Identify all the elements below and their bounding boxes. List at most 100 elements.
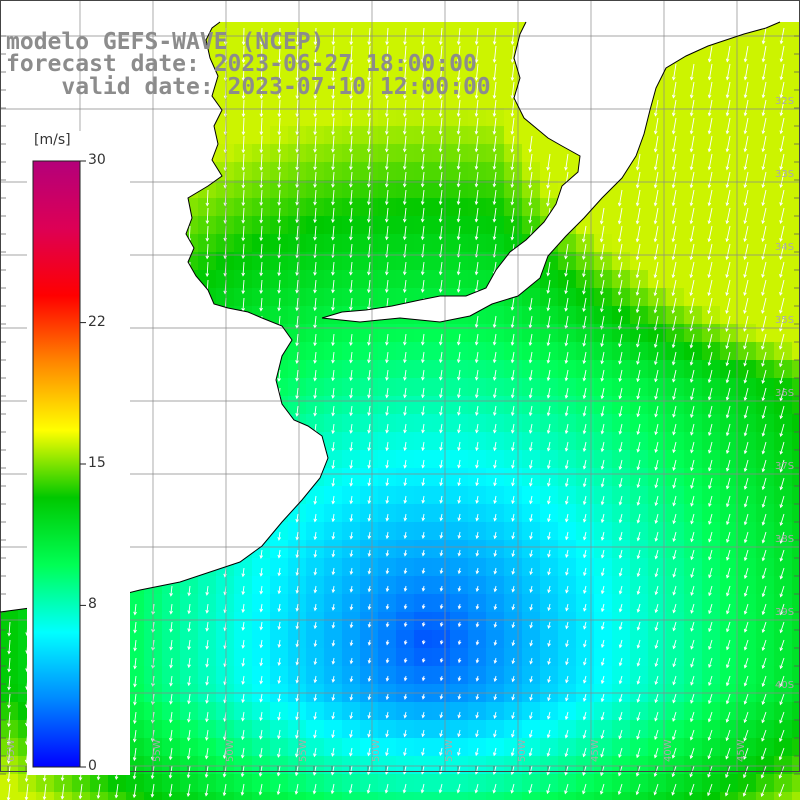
wind-arrow bbox=[169, 693, 173, 705]
wind-arrow bbox=[331, 513, 336, 523]
wind-arrow bbox=[547, 621, 551, 630]
wind-arrow bbox=[546, 729, 551, 739]
wind-arrow bbox=[529, 639, 533, 647]
wind-arrow bbox=[743, 477, 749, 490]
wind-arrow bbox=[564, 729, 569, 739]
wind-arrow bbox=[96, 783, 101, 799]
wind-arrow bbox=[295, 45, 300, 64]
wind-arrow bbox=[690, 405, 695, 419]
wind-arrow bbox=[726, 621, 731, 633]
wind-arrow bbox=[187, 693, 191, 705]
wind-arrow bbox=[636, 333, 641, 348]
wind-arrow bbox=[295, 711, 299, 721]
wind-arrow bbox=[385, 279, 389, 294]
wind-arrow bbox=[474, 351, 479, 364]
wind-arrow bbox=[150, 765, 155, 780]
wind-arrow bbox=[348, 765, 353, 776]
wind-arrow bbox=[313, 603, 318, 612]
wind-arrow bbox=[349, 513, 354, 522]
wind-arrow bbox=[349, 261, 353, 276]
wind-arrow bbox=[725, 243, 731, 261]
wind-arrow bbox=[564, 405, 569, 417]
wind-arrow bbox=[6, 765, 11, 783]
wind-arrow bbox=[583, 639, 587, 648]
wind-arrow bbox=[583, 585, 587, 594]
wind-arrow bbox=[708, 441, 713, 454]
lat-label: 36S bbox=[775, 388, 794, 399]
wind-arrow bbox=[690, 531, 695, 543]
wind-arrow bbox=[600, 315, 605, 330]
wind-arrow bbox=[689, 171, 695, 189]
wind-arrow bbox=[367, 495, 372, 505]
wind-arrow bbox=[330, 765, 335, 776]
wind-arrow bbox=[421, 459, 425, 469]
wind-arrow bbox=[402, 135, 407, 153]
wind-arrow bbox=[671, 351, 677, 366]
wind-arrow bbox=[240, 747, 245, 759]
wind-arrow bbox=[528, 153, 533, 171]
wind-arrow bbox=[671, 117, 677, 135]
wind-arrow bbox=[546, 297, 551, 312]
wind-arrow bbox=[277, 279, 281, 294]
wind-arrow bbox=[367, 585, 372, 593]
wind-arrow bbox=[295, 99, 300, 118]
wind-arrow bbox=[493, 567, 498, 575]
wind-arrow bbox=[761, 189, 767, 207]
lon-label: 55W bbox=[298, 739, 309, 762]
wind-arrow bbox=[420, 207, 425, 223]
wind-arrow bbox=[277, 549, 282, 559]
wind-arrow bbox=[761, 351, 767, 367]
wind-arrow bbox=[672, 567, 677, 578]
wind-arrow bbox=[456, 135, 461, 153]
wind-arrow bbox=[600, 297, 605, 313]
wind-arrow bbox=[205, 711, 209, 723]
wind-arrow bbox=[779, 63, 785, 81]
wind-arrow bbox=[421, 657, 426, 663]
wind-arrow bbox=[205, 675, 209, 686]
wind-arrow bbox=[349, 657, 354, 665]
wind-arrow bbox=[331, 171, 335, 188]
wind-arrow bbox=[672, 513, 677, 525]
wind-arrow bbox=[313, 297, 317, 312]
wind-arrow bbox=[761, 261, 767, 278]
wind-arrow bbox=[743, 405, 749, 419]
wind-arrow bbox=[761, 567, 767, 580]
wind-arrow bbox=[457, 693, 462, 700]
wind-arrow bbox=[204, 783, 209, 797]
wind-arrow bbox=[528, 441, 533, 452]
wind-arrow bbox=[565, 657, 569, 666]
wind-arrow bbox=[349, 207, 353, 223]
wind-arrow bbox=[761, 243, 767, 261]
wind-arrow bbox=[331, 351, 335, 364]
wind-arrow bbox=[457, 459, 461, 469]
wind-arrow bbox=[259, 693, 263, 703]
wind-arrow bbox=[385, 657, 390, 664]
wind-arrow bbox=[779, 621, 785, 634]
wind-arrow bbox=[331, 639, 336, 647]
wind-arrow bbox=[402, 225, 407, 241]
wind-arrow bbox=[349, 567, 354, 575]
wind-arrow bbox=[439, 477, 443, 487]
wind-arrow bbox=[671, 99, 677, 117]
wind-arrow bbox=[331, 711, 335, 720]
wind-arrow bbox=[277, 261, 281, 277]
wind-arrow bbox=[743, 711, 749, 724]
wind-arrow bbox=[564, 747, 569, 758]
wind-arrow bbox=[349, 99, 353, 118]
lat-label: 32S bbox=[775, 96, 794, 107]
wind-arrow bbox=[331, 603, 336, 611]
wind-arrow bbox=[760, 783, 767, 798]
wind-arrow bbox=[7, 657, 11, 673]
wind-arrow bbox=[205, 261, 210, 278]
wind-arrow bbox=[564, 387, 569, 399]
wind-arrow bbox=[403, 603, 408, 610]
wind-arrow bbox=[618, 639, 623, 649]
wind-arrow bbox=[403, 477, 407, 487]
wind-arrow bbox=[402, 783, 407, 794]
colorbar-tick-label: 0 bbox=[88, 758, 97, 774]
wind-arrow bbox=[241, 99, 246, 118]
wind-arrow bbox=[564, 279, 569, 295]
wind-arrow bbox=[725, 279, 731, 297]
wind-arrow bbox=[385, 441, 389, 452]
wind-arrow bbox=[546, 189, 551, 207]
